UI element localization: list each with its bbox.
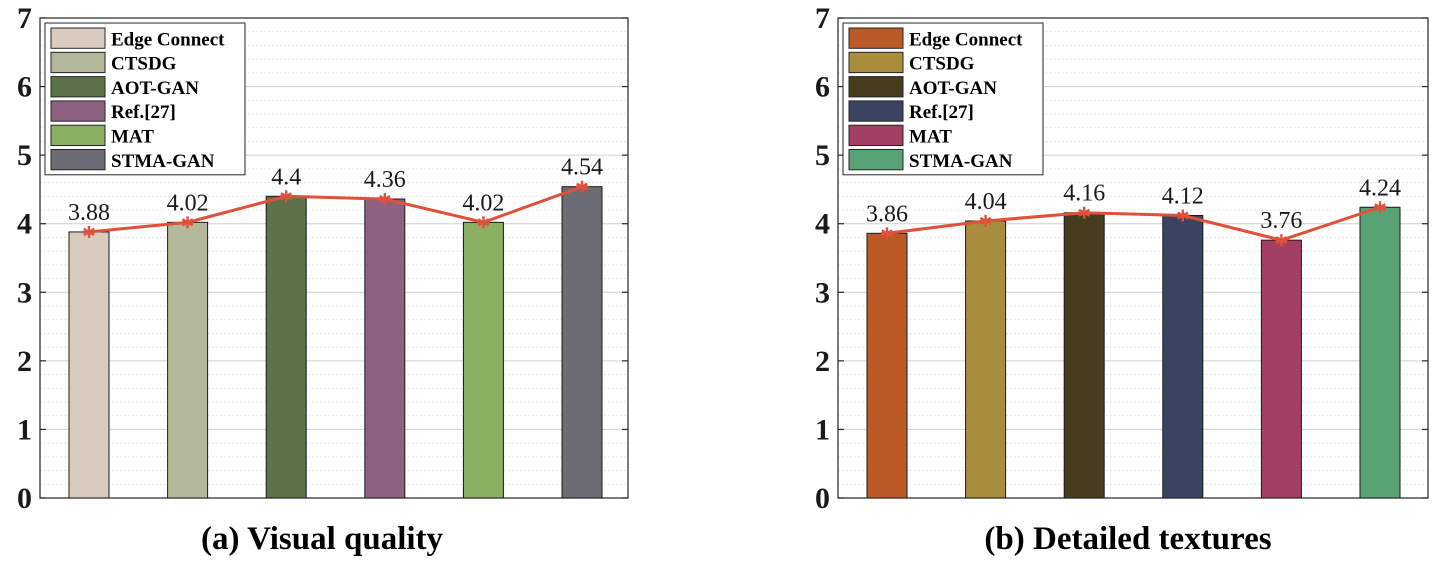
data-label-aot-gan: 4.4 — [271, 164, 301, 190]
data-label-stma-gan: 4.54 — [561, 155, 603, 181]
legend-swatch-ctsdg — [50, 51, 106, 74]
y-tick-label: 0 — [17, 482, 32, 515]
bar-ctsdg — [965, 220, 1007, 499]
marker-edge-connect — [83, 225, 95, 238]
data-label-mat: 3.76 — [1260, 208, 1302, 234]
marker-stma-gan — [1374, 201, 1386, 214]
y-tick-label: 3 — [815, 276, 830, 309]
data-label-ctsdg: 4.02 — [167, 190, 209, 216]
marker-ctsdg — [979, 214, 992, 227]
y-tick-label: 7 — [815, 2, 830, 35]
data-label-ref-27: 4.12 — [1162, 183, 1204, 209]
legend-label-stma-gan: STMA-GAN — [909, 151, 1013, 172]
bar-aot-gan — [1063, 212, 1105, 499]
legend-swatch-aot-gan — [848, 76, 904, 98]
legend-label-stma-gan: STMA-GAN — [111, 151, 215, 172]
y-tick-label: 6 — [815, 71, 830, 104]
legend-label-edge-connect: Edge Connect — [909, 29, 1023, 50]
bar-mat — [1260, 239, 1302, 499]
legend-label-ctsdg: CTSDG — [111, 54, 177, 75]
y-tick-label: 1 — [17, 413, 32, 446]
legend-label-edge-connect: Edge Connect — [111, 29, 225, 50]
data-label-edge-connect: 3.86 — [866, 201, 908, 227]
data-label-edge-connect: 3.88 — [68, 200, 110, 226]
bar-mat — [462, 221, 504, 499]
legend-label-mat: MAT — [111, 127, 154, 148]
y-tick-label: 2 — [815, 345, 830, 378]
bar-stma-gan — [1359, 206, 1401, 499]
marker-stma-gan — [576, 180, 588, 193]
data-label-ctsdg: 4.04 — [965, 189, 1007, 215]
y-tick-label: 4 — [815, 208, 830, 241]
data-label-stma-gan: 4.24 — [1359, 175, 1401, 201]
marker-aot-gan — [1078, 206, 1091, 219]
panel-caption: (b) Detailed textures — [984, 521, 1271, 557]
legend-swatch-edge-connect — [848, 27, 904, 49]
legend-swatch-edge-connect — [50, 27, 106, 49]
y-tick-label: 7 — [17, 2, 32, 35]
legend-swatch-aot-gan — [50, 76, 106, 98]
legend-swatch-mat — [50, 124, 106, 146]
legend-swatch-ref-27 — [848, 100, 904, 122]
marker-edge-connect — [881, 227, 893, 240]
data-label-mat: 4.02 — [462, 190, 504, 216]
axes-frame — [837, 17, 1429, 499]
bar-ref-27 — [1162, 214, 1204, 499]
axes-frame — [39, 17, 629, 499]
panel-detailed-textures: 0 1 2 3 4 5 6 7 3.86 4.04 4.16 4.12 3.76 4.24 Edge Con… — [815, 2, 1429, 557]
marker-ref-27 — [1176, 209, 1189, 222]
legend-swatch-ref-27 — [50, 100, 106, 122]
trend-line — [886, 205, 1381, 242]
marker-mat — [1275, 234, 1288, 247]
legend-swatch-stma-gan — [50, 149, 106, 171]
legend-label-aot-gan: AOT-GAN — [111, 78, 199, 99]
panel-caption: (a) Visual quality — [201, 521, 444, 557]
legend-label-ref-27: Ref.[27] — [909, 102, 974, 123]
y-tick-label: 1 — [815, 413, 830, 446]
marker-mat — [477, 216, 490, 229]
legend-label-mat: MAT — [909, 127, 952, 148]
marker-aot-gan — [280, 190, 293, 203]
trend-line — [88, 185, 583, 234]
y-tick-label: 5 — [17, 139, 32, 172]
y-tick-label: 4 — [17, 208, 32, 241]
legend-label-ref-27: Ref.[27] — [111, 102, 176, 123]
bar-edge-connect — [866, 232, 908, 499]
bar-ctsdg — [167, 221, 209, 499]
legend-swatch-stma-gan — [848, 149, 904, 171]
marker-ctsdg — [181, 216, 194, 229]
legend-label-aot-gan: AOT-GAN — [909, 78, 997, 99]
bar-edge-connect — [68, 231, 110, 499]
legend-swatch-ctsdg — [848, 51, 904, 74]
data-label-ref-27: 4.36 — [364, 167, 406, 193]
legend-swatch-mat — [848, 124, 904, 146]
y-tick-label: 3 — [17, 276, 32, 309]
legend-label-ctsdg: CTSDG — [909, 54, 975, 75]
y-tick-label: 6 — [17, 71, 32, 104]
data-label-aot-gan: 4.16 — [1063, 181, 1105, 207]
y-tick-label: 0 — [815, 482, 830, 515]
marker-ref-27 — [378, 193, 391, 206]
y-tick-label: 2 — [17, 345, 32, 378]
bar-stma-gan — [561, 186, 603, 499]
panel-visual-quality: 0 1 2 3 4 5 6 7 3.88 4.02 4.4 4.36 4.02 4.54 Edge Conn… — [17, 2, 629, 557]
bar-aot-gan — [265, 195, 307, 499]
y-tick-label: 5 — [815, 139, 830, 172]
bar-ref-27 — [364, 198, 406, 499]
